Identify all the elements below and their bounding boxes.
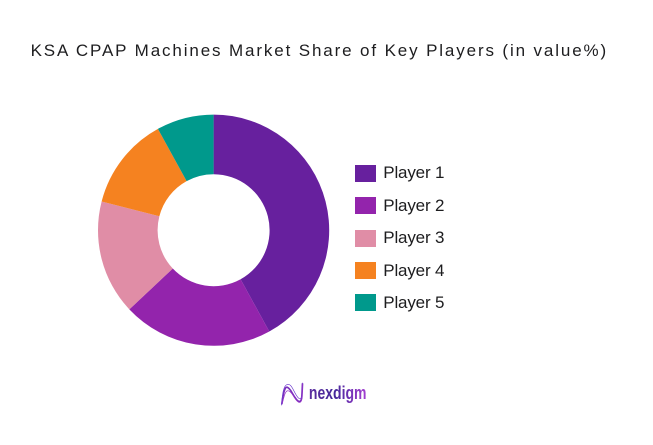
- svg-text:nexdigm: nexdigm: [309, 383, 367, 403]
